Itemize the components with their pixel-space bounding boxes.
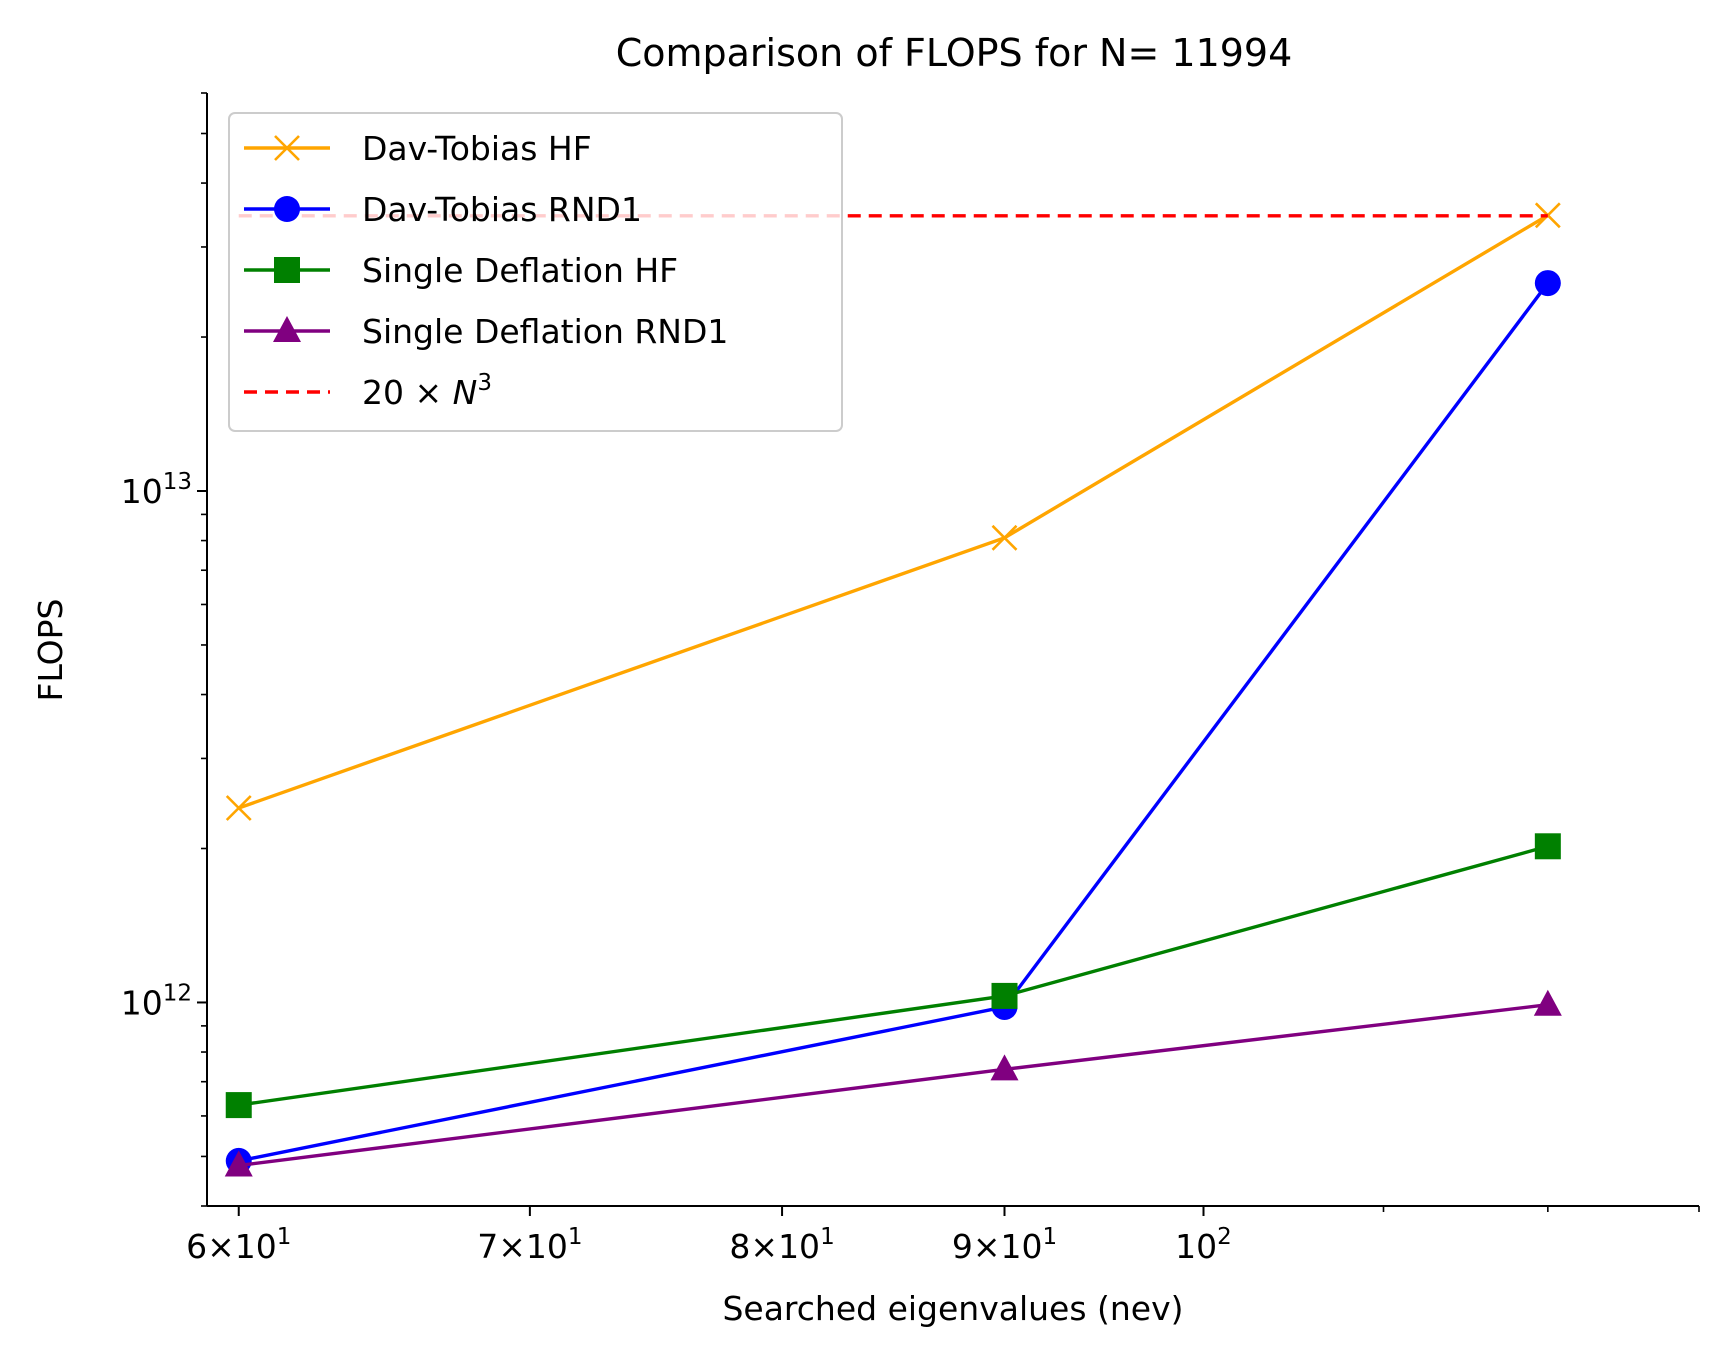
series-3-point-2 [1533, 989, 1562, 1016]
x-axis-label: Searched eigenvalues (nev) [722, 1289, 1183, 1328]
legend-box [228, 112, 843, 432]
series-3 [224, 989, 1562, 1177]
y-tick-label-0: 1012 [121, 980, 192, 1022]
legend: Dav-Tobias HF Dav-Tobias RND1 Single Defla… [228, 112, 843, 432]
series-2 [225, 833, 1561, 1119]
legend-label-1: Dav-Tobias RND1 [362, 190, 642, 229]
x-tick-label-2: 8×101 [729, 1224, 834, 1266]
legend-label-3: Single Deflation RND1 [362, 312, 728, 351]
x-tick-label-3: 9×101 [952, 1224, 1057, 1266]
series-2-point-0 [225, 1092, 252, 1119]
y-tick-label-1: 1013 [121, 469, 192, 511]
x-tick-label-1: 7×101 [477, 1224, 582, 1266]
series-2-point-2 [1534, 833, 1561, 860]
legend-label-4: 20 × N3 [362, 370, 492, 412]
y-axis-ticks: 1012 1013 [121, 92, 207, 1207]
legend-marker-2 [274, 257, 300, 283]
y-axis-label: FLOPS [31, 598, 70, 701]
series-0-point-0 [225, 795, 252, 821]
series-3-point-1 [990, 1054, 1019, 1081]
series-0-point-1 [991, 524, 1018, 551]
series-1-point-2 [1534, 270, 1561, 297]
series-3-point-0 [224, 1150, 253, 1177]
x-axis-ticks: 6×101 7×101 8×101 9×101 102 [186, 1206, 1700, 1266]
series-2-point-1 [991, 982, 1018, 1009]
legend-marker-1 [274, 196, 300, 222]
chart-title: Comparison of FLOPS for N= 11994 [616, 31, 1293, 75]
legend-marker-3 [273, 316, 301, 342]
legend-label-2: Single Deflation HF [362, 251, 678, 290]
x-tick-label-0: 6×101 [186, 1224, 291, 1266]
legend-marker-0 [274, 135, 300, 161]
legend-label-0: Dav-Tobias HF [362, 129, 592, 168]
x-tick-label-4: 102 [1175, 1224, 1232, 1266]
